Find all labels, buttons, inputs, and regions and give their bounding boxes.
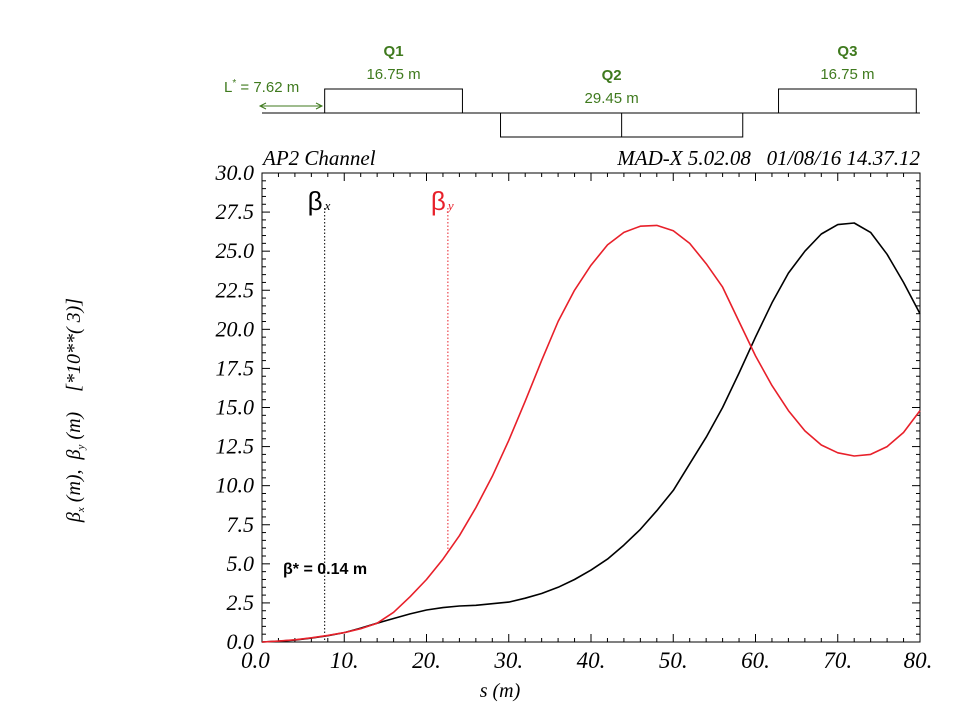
x-tick-label: 50.	[659, 648, 688, 673]
x-tick-label: 20.	[412, 648, 441, 673]
axis-ticks: 0.0 2.5 5.0 7.5 10.0 12.5 15.0 17.5 20.0 22.5 25.0…	[215, 160, 933, 673]
y-tick-label: 2.5	[227, 590, 255, 615]
lstar-arrow	[258, 102, 324, 110]
program-stamp: MAD-X 5.02.08 01/08/16 14.37.12	[616, 146, 920, 170]
y-tick-label: 0.0	[227, 629, 255, 654]
x-axis-label: s (m)	[480, 680, 521, 702]
magnet-lattice: L* = 7.62 m Q1 16.75 m Q2 29.45 m Q3 16.75 m	[224, 43, 920, 138]
y-tick-label: 12.5	[216, 434, 255, 459]
beta-star-annotation: β* = 0.14 m	[283, 561, 367, 578]
y-tick-label: 17.5	[216, 355, 255, 380]
x-tick-label: 70.	[823, 648, 852, 673]
magnet-length: 16.75 m	[820, 66, 874, 83]
x-tick-label: 10.	[330, 648, 359, 673]
y-tick-label: 5.0	[227, 551, 255, 576]
magnet-name: Q1	[384, 43, 404, 60]
x-tick-label: 30.	[493, 648, 523, 673]
magnet-length: 16.75 m	[366, 66, 420, 83]
beta-curves	[261, 222, 921, 643]
beta-x-curve	[261, 222, 921, 643]
y-tick-label: 20.0	[216, 316, 255, 341]
beta-y-curve	[261, 224, 921, 643]
magnet-length: 29.45 m	[585, 90, 639, 107]
x-tick-label: 60.	[741, 648, 770, 673]
lstar-label: L* = 7.62 m	[224, 78, 299, 96]
y-tick-label: 10.0	[216, 473, 255, 498]
y-tick-label: 7.5	[227, 512, 255, 537]
magnet-name: Q3	[837, 43, 857, 60]
y-tick-label: 30.0	[215, 160, 255, 185]
magnet-q3	[778, 88, 917, 114]
y-tick-label: 22.5	[216, 277, 255, 302]
y-tick-label: 25.0	[216, 238, 255, 263]
x-tick-label: 80.	[904, 648, 933, 673]
y-axis-label: βx (m), βy (m)[*10**( 3)]	[63, 298, 87, 523]
magnet-name: Q2	[602, 67, 622, 84]
chart-title: AP2 Channel	[261, 146, 376, 170]
x-tick-label: 0.0	[241, 648, 270, 673]
y-tick-label: 27.5	[216, 199, 255, 224]
magnet-q1	[324, 88, 463, 114]
x-tick-label: 40.	[577, 648, 606, 673]
y-tick-label: 15.0	[216, 395, 255, 420]
